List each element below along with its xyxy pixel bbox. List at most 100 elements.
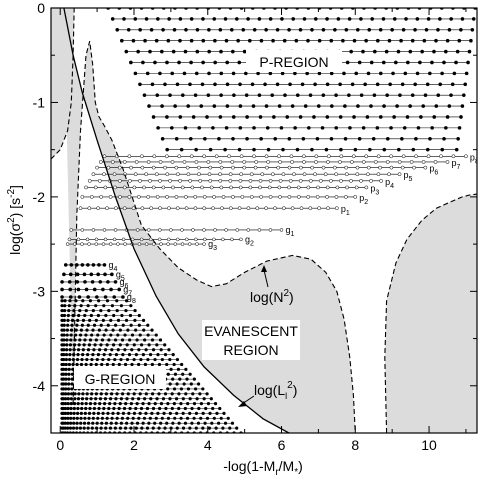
p-mode-point bbox=[335, 185, 340, 190]
high-order-p-mode-point bbox=[345, 60, 350, 65]
high-order-p-mode-point bbox=[219, 49, 223, 54]
high-order-p-mode-point bbox=[414, 136, 418, 141]
high-order-p-mode-point bbox=[298, 27, 303, 32]
high-order-g-mode-point bbox=[62, 357, 66, 362]
p-mode-point bbox=[242, 160, 247, 164]
p-mode-point bbox=[206, 160, 211, 164]
high-order-g-mode-point bbox=[137, 416, 141, 420]
y-tick-label: -4 bbox=[33, 378, 46, 394]
high-order-g-mode-point bbox=[165, 362, 169, 367]
high-order-g-mode-point bbox=[96, 353, 100, 357]
high-order-g-mode-point bbox=[141, 318, 146, 322]
p-mode-point bbox=[302, 172, 307, 177]
p-mode-point bbox=[389, 165, 394, 170]
high-order-p-mode-point bbox=[376, 38, 380, 43]
high-order-g-mode-point bbox=[64, 372, 68, 376]
high-order-g-mode-point bbox=[64, 362, 68, 367]
high-order-g-mode-point bbox=[86, 323, 90, 327]
p-mode-point bbox=[246, 206, 251, 211]
high-order-p-mode-point bbox=[369, 104, 373, 108]
high-order-g-mode-point bbox=[79, 362, 84, 367]
high-order-g-mode-point bbox=[172, 362, 176, 367]
high-order-p-mode-point bbox=[231, 49, 235, 54]
high-order-p-mode-point bbox=[418, 60, 422, 65]
p-mode-point bbox=[190, 185, 195, 190]
p-mode-point bbox=[133, 172, 138, 177]
g-mode-point bbox=[235, 228, 240, 232]
g-mode-point bbox=[109, 287, 113, 292]
high-order-p-mode-point bbox=[406, 60, 410, 65]
high-order-g-mode-point bbox=[207, 426, 212, 430]
high-order-g-mode-point bbox=[63, 406, 68, 411]
p-mode-1: p1 bbox=[78, 204, 350, 217]
p-mode-point bbox=[345, 185, 349, 190]
high-order-p-mode-point bbox=[238, 104, 243, 108]
high-order-g-mode-point bbox=[164, 406, 168, 411]
high-order-g-mode-point bbox=[159, 421, 163, 425]
g-mode-point bbox=[139, 237, 144, 242]
g-mode-point bbox=[195, 242, 199, 246]
high-order-g-mode-point bbox=[92, 348, 96, 352]
high-order-p-mode-point bbox=[229, 27, 234, 32]
high-order-p-mode bbox=[165, 147, 459, 152]
p-mode-point bbox=[189, 154, 194, 159]
high-order-p-mode bbox=[110, 17, 476, 21]
high-order-g-mode-point bbox=[138, 392, 142, 396]
high-order-p-mode-point bbox=[459, 27, 463, 32]
high-order-p-mode-point bbox=[343, 104, 347, 108]
g-mode-point bbox=[212, 237, 216, 242]
p-mode-point bbox=[334, 195, 339, 199]
high-order-g-mode-point bbox=[171, 353, 175, 357]
high-order-g-mode-point bbox=[95, 421, 99, 425]
high-order-g-mode-point bbox=[77, 313, 81, 318]
high-order-p-mode-point bbox=[367, 27, 372, 32]
p-mode-point bbox=[87, 206, 92, 211]
high-order-g-mode-point bbox=[86, 421, 91, 425]
y-tick-label: 0 bbox=[37, 0, 45, 16]
high-order-g-mode-point bbox=[171, 421, 175, 425]
high-order-g-mode-point bbox=[204, 406, 208, 411]
high-order-p-mode-point bbox=[432, 115, 437, 119]
high-order-p-mode-point bbox=[258, 115, 263, 119]
g-mode-point bbox=[91, 228, 96, 232]
n2-label-end: ) bbox=[289, 289, 294, 305]
high-order-g-mode-point bbox=[62, 367, 66, 371]
high-order-g-mode bbox=[60, 299, 129, 303]
p-mode-point bbox=[278, 160, 282, 164]
high-order-g-mode-point bbox=[110, 416, 114, 420]
high-order-g-mode-point bbox=[188, 426, 192, 430]
high-order-p-mode-point bbox=[452, 71, 457, 76]
high-order-p-mode-point bbox=[420, 49, 424, 54]
high-order-g-mode-point bbox=[90, 357, 94, 362]
high-order-p-mode-point bbox=[343, 136, 348, 141]
high-order-p-mode-point bbox=[160, 136, 165, 141]
high-order-g-mode-point bbox=[79, 421, 83, 425]
high-order-p-mode-point bbox=[223, 147, 227, 152]
g-mode-label-sub: 5 bbox=[121, 275, 125, 282]
high-order-g-mode-point bbox=[141, 421, 145, 425]
high-order-p-mode-point bbox=[182, 71, 187, 76]
high-order-g-mode-point bbox=[194, 411, 198, 416]
g-mode-point bbox=[98, 280, 103, 284]
x-tick-label: 4 bbox=[204, 437, 212, 453]
high-order-p-mode-point bbox=[195, 49, 200, 54]
p-mode-label: p6 bbox=[429, 164, 438, 177]
high-order-g-mode-point bbox=[128, 406, 132, 411]
g-mode-point bbox=[86, 263, 90, 267]
high-order-g-mode-point bbox=[144, 411, 148, 416]
p-mode-point bbox=[188, 178, 193, 183]
axis-titles: -log(1-Mr/M*) log(σ2) [s-2] bbox=[6, 185, 303, 478]
p-mode-3: p3 bbox=[84, 183, 379, 196]
high-order-g-mode-point bbox=[64, 392, 68, 396]
g-mode-point bbox=[135, 228, 140, 232]
high-order-p-mode-point bbox=[237, 60, 242, 65]
high-order-p-mode-point bbox=[399, 38, 403, 43]
g-mode-5: g5 bbox=[62, 269, 125, 282]
p-mode-point bbox=[240, 195, 245, 199]
high-order-g-mode-point bbox=[79, 328, 83, 332]
high-order-g-mode-point bbox=[113, 357, 117, 362]
high-order-g-mode-point bbox=[95, 426, 99, 430]
high-order-g-mode-point bbox=[106, 411, 110, 416]
high-order-g-mode-point bbox=[86, 353, 90, 357]
